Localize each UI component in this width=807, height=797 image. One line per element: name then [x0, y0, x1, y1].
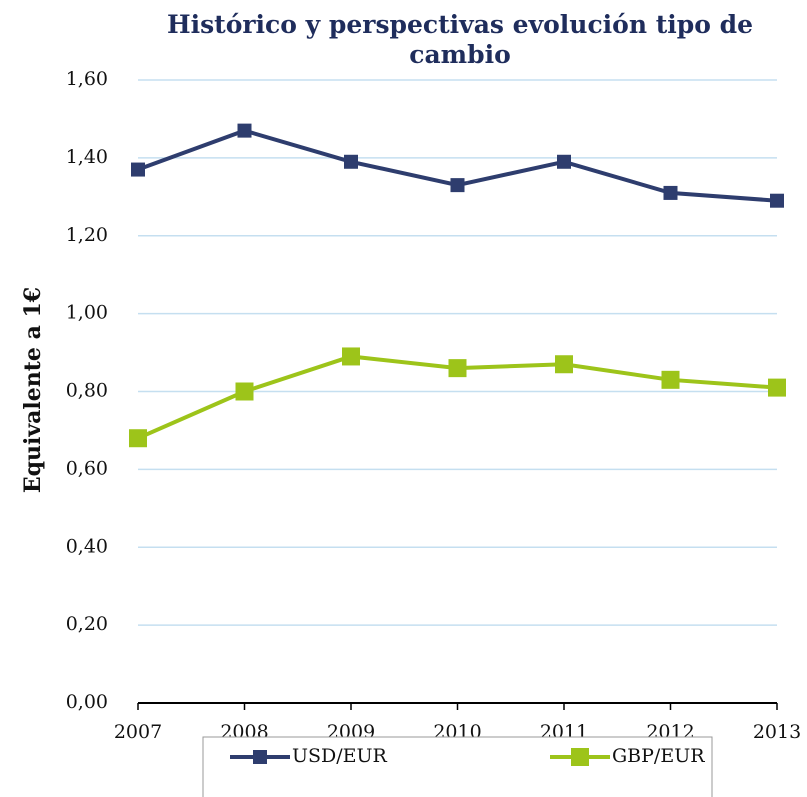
marker	[768, 378, 786, 397]
chart-title: Histórico y perspectivas evolución tipo …	[166, 10, 754, 69]
legend-box	[202, 736, 713, 797]
marker	[342, 347, 360, 366]
y-tick-label: 0,60	[66, 457, 108, 479]
y-tick-label: 0,00	[66, 691, 108, 713]
y-tick-label: 1,40	[66, 146, 108, 168]
y-tick-label: 0,80	[66, 380, 108, 402]
y-tick-label: 1,00	[66, 302, 108, 324]
y-tick-label: 1,20	[66, 224, 108, 246]
y-tick-label: 1,60	[66, 68, 108, 90]
legend-label: GBP/EUR	[612, 745, 705, 767]
marker	[661, 370, 680, 389]
marker	[555, 355, 573, 374]
y-axis-label: Equivalente a 1€	[20, 287, 46, 493]
marker	[448, 359, 467, 378]
x-tick-label: 2013	[753, 721, 801, 743]
legend-marker	[571, 748, 589, 766]
marker	[235, 382, 254, 401]
legend-marker	[253, 750, 267, 764]
x-tick-label: 2007	[114, 721, 162, 743]
legend-label: USD/EUR	[292, 745, 388, 767]
marker	[129, 429, 147, 448]
marker	[663, 185, 678, 200]
marker	[237, 123, 252, 138]
marker	[557, 154, 571, 169]
marker	[131, 162, 145, 177]
y-tick-label: 0,40	[66, 535, 108, 557]
marker	[450, 178, 465, 193]
marker	[770, 193, 784, 208]
y-tick-label: 0,20	[66, 613, 108, 635]
marker	[344, 154, 358, 169]
